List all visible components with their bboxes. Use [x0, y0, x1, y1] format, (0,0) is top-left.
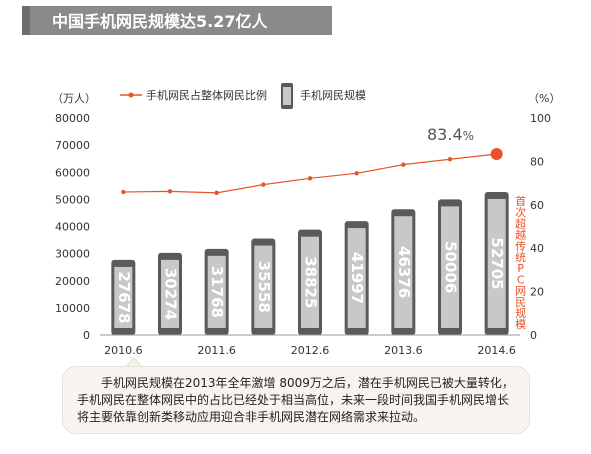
- line-point: [307, 176, 313, 181]
- line-point: [447, 157, 453, 162]
- bar: 35558: [251, 238, 276, 335]
- bar-value-label: 52705: [488, 237, 506, 289]
- x-tick-label: 2014.6: [477, 344, 516, 357]
- side-note-char: 网: [515, 285, 526, 298]
- side-note-char: C: [517, 273, 525, 286]
- note-text: 手机网民规模在2013年全年激增 8009万之后，潜在手机网民已被大量转化，手机…: [77, 376, 514, 424]
- bar-value-label: 31768: [208, 266, 226, 318]
- x-tick-label: 2012.6: [291, 344, 330, 357]
- bar-value-label: 35558: [255, 261, 273, 313]
- right-axis: 0 20 40 60 80 100: [530, 112, 551, 342]
- line-point: [121, 189, 126, 195]
- left-tick-label: 40000: [55, 221, 90, 234]
- line-point: [261, 182, 266, 187]
- side-note-char: 超: [515, 216, 526, 230]
- left-tick-label: 50000: [55, 193, 90, 206]
- bar: 41997: [344, 221, 369, 335]
- bar-value-label: 38825: [302, 256, 320, 308]
- legend-line-marker: [128, 92, 134, 98]
- left-tick-label: 0: [83, 329, 90, 342]
- left-tick-label: 30000: [55, 248, 90, 261]
- bar-screen: [441, 206, 459, 328]
- bar-screen: [254, 245, 273, 328]
- bar-value-label: 46376: [395, 246, 413, 298]
- bar: 27678: [111, 259, 136, 335]
- bar-screen: [394, 216, 413, 328]
- legend-line-label: 手机网民占整体网民比例: [146, 88, 267, 102]
- bar-screen: [301, 236, 319, 328]
- side-note-char: 越: [515, 228, 526, 242]
- bar-value-label: 50006: [442, 241, 460, 293]
- x-tick-label: 2010.6: [104, 344, 143, 357]
- line-path: [123, 153, 497, 194]
- bar: 30274: [158, 252, 182, 335]
- chart: 中国手机网民规模达5.27亿人 （万人） （%） 手机网民占整体网民比例 手机网…: [22, 6, 560, 357]
- side-note-char: 首: [515, 194, 526, 208]
- line-point: [401, 162, 406, 167]
- line-point: [354, 171, 359, 176]
- right-tick-label: 0: [530, 329, 537, 342]
- line-point: [167, 189, 173, 194]
- note-box: 手机网民规模在2013年全年激增 8009万之后，潜在手机网民已被大量转化，手机…: [62, 366, 530, 434]
- left-axis-unit: （万人）: [52, 92, 96, 105]
- bar: 38825: [298, 229, 322, 335]
- left-tick-label: 10000: [55, 302, 90, 315]
- line-series: [121, 148, 503, 196]
- right-tick-label: 60: [530, 199, 544, 212]
- left-axis: 0 10000 20000 30000 40000 50000 60000 70000 8000…: [55, 112, 90, 342]
- chart-title: 中国手机网民规模达5.27亿人: [52, 12, 268, 31]
- bar-screen: [207, 255, 226, 328]
- bar-series: 27678 30274 31768 35558 38825 41997 46376 50006…: [111, 192, 509, 335]
- line-point: [214, 190, 219, 196]
- right-tick-label: 80: [530, 155, 544, 168]
- bar-value-label: 41997: [348, 252, 366, 304]
- bar-screen: [347, 228, 366, 328]
- x-tick-label: 2011.6: [197, 344, 236, 357]
- side-note-char: 模: [515, 318, 526, 331]
- legend: 手机网民占整体网民比例 手机网民规模: [120, 83, 366, 109]
- side-note-char: P: [517, 262, 524, 275]
- left-tick-label: 80000: [55, 112, 90, 125]
- bar-screen: [161, 259, 179, 328]
- title-band: [22, 6, 332, 35]
- side-note-char: 传: [515, 240, 526, 253]
- left-tick-label: 20000: [55, 275, 90, 288]
- left-tick-label: 70000: [55, 139, 90, 152]
- bar-value-label: 30274: [162, 268, 180, 320]
- bar: 46376: [391, 209, 416, 335]
- side-note-char: 规: [515, 306, 526, 320]
- callout-value: 83.4%: [427, 125, 474, 144]
- right-tick-label: 100: [530, 112, 551, 125]
- legend-bar-label: 手机网民规模: [300, 88, 366, 102]
- right-tick-label: 20: [530, 286, 544, 299]
- bar-value-label: 27678: [115, 271, 133, 323]
- bar-screen: [114, 266, 133, 328]
- x-tick-label: 2013.6: [384, 344, 423, 357]
- side-note-char: 次: [515, 205, 526, 219]
- title-band-accent: [22, 6, 30, 35]
- note-pointer-inner: [126, 359, 142, 368]
- left-tick-label: 60000: [55, 166, 90, 179]
- bar: 52705: [484, 192, 509, 335]
- bar: 31768: [204, 248, 229, 335]
- bar: 50006: [438, 199, 462, 335]
- side-note-char: 统: [515, 251, 526, 264]
- right-axis-unit: （%）: [528, 92, 560, 105]
- x-axis: 2010.6 2011.6 2012.6 2013.6 2014.6: [104, 344, 516, 357]
- right-tick-label: 40: [530, 242, 544, 255]
- legend-bar-screen: [283, 87, 291, 105]
- side-note-char: 民: [515, 296, 526, 309]
- line-point-highlight: [490, 148, 503, 161]
- bar-screen: [487, 199, 506, 328]
